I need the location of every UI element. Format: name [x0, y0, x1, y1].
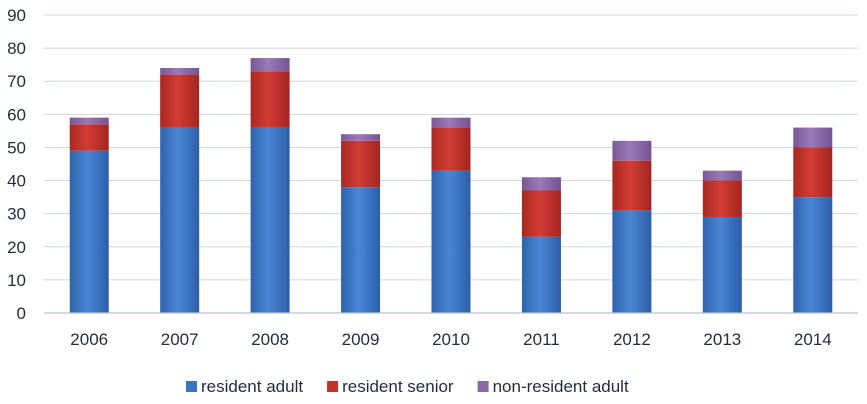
y-tick-label: 10: [7, 271, 26, 290]
legend-label-resident-adult: resident adult: [201, 377, 303, 396]
bar-non-resident-adult-2006: [69, 117, 109, 125]
x-tick-label: 2007: [161, 330, 199, 349]
x-tick-label: 2012: [613, 330, 651, 349]
bar-non-resident-adult-2014: [793, 127, 833, 148]
bar-resident-adult-2013: [702, 216, 742, 313]
legend-swatch-non-resident-adult: [477, 381, 489, 392]
legend-swatch-resident-adult: [186, 381, 197, 392]
y-tick-label: 30: [7, 205, 26, 224]
bar-resident-senior-2013: [702, 180, 742, 217]
bar-resident-adult-2009: [341, 187, 381, 313]
x-tick-label: 2013: [703, 330, 741, 349]
bar-resident-senior-2014: [793, 147, 833, 198]
bar-resident-senior-2006: [69, 124, 109, 151]
y-tick-label: 70: [7, 72, 26, 91]
bar-non-resident-adult-2013: [702, 170, 742, 181]
x-tick-label: 2009: [342, 330, 380, 349]
legend: resident adult resident senior non-residen…: [186, 377, 629, 396]
bar-resident-senior-2009: [341, 140, 381, 188]
bar-resident-senior-2011: [521, 190, 561, 237]
bar-non-resident-adult-2010: [431, 117, 471, 128]
x-tick-label: 2010: [432, 330, 470, 349]
y-tick-label: 50: [7, 138, 26, 157]
bar-resident-adult-2011: [521, 236, 561, 313]
bar-resident-adult-2012: [612, 210, 652, 313]
bar-non-resident-adult-2011: [521, 177, 561, 191]
axes: 0 10 20 30 40 50 60 70 80 90 2006 2007 2008 2009 2010 2…: [7, 6, 858, 349]
bar-non-resident-adult-2009: [341, 134, 381, 141]
x-tick-label: 2008: [251, 330, 289, 349]
bar-resident-adult-2007: [160, 127, 200, 313]
y-tick-label: 20: [7, 238, 26, 257]
legend-swatch-resident-senior: [327, 381, 339, 392]
legend-label-non-resident-adult: non-resident adult: [493, 377, 629, 396]
y-tick-label: 40: [7, 172, 26, 191]
x-tick-label: 2006: [70, 330, 108, 349]
legend-label-resident-senior: resident senior: [342, 377, 454, 396]
y-tick-label: 0: [17, 304, 26, 323]
x-tick-label: 2014: [794, 330, 832, 349]
bar-resident-adult-2006: [69, 150, 109, 313]
x-tick-label: 2011: [523, 330, 560, 349]
bar-resident-adult-2008: [250, 127, 290, 313]
bar-non-resident-adult-2008: [250, 58, 290, 72]
y-tick-label: 60: [7, 105, 26, 124]
bar-non-resident-adult-2012: [612, 140, 652, 161]
bar-resident-adult-2010: [431, 170, 471, 313]
y-tick-label: 80: [7, 39, 26, 58]
bar-resident-senior-2012: [612, 160, 652, 211]
bar-resident-senior-2010: [431, 127, 471, 171]
bar-resident-adult-2014: [793, 197, 833, 313]
bars: [69, 58, 833, 313]
bar-non-resident-adult-2007: [160, 67, 200, 75]
bar-resident-senior-2008: [250, 71, 290, 128]
bar-resident-senior-2007: [160, 74, 200, 128]
y-tick-label: 90: [7, 6, 26, 25]
